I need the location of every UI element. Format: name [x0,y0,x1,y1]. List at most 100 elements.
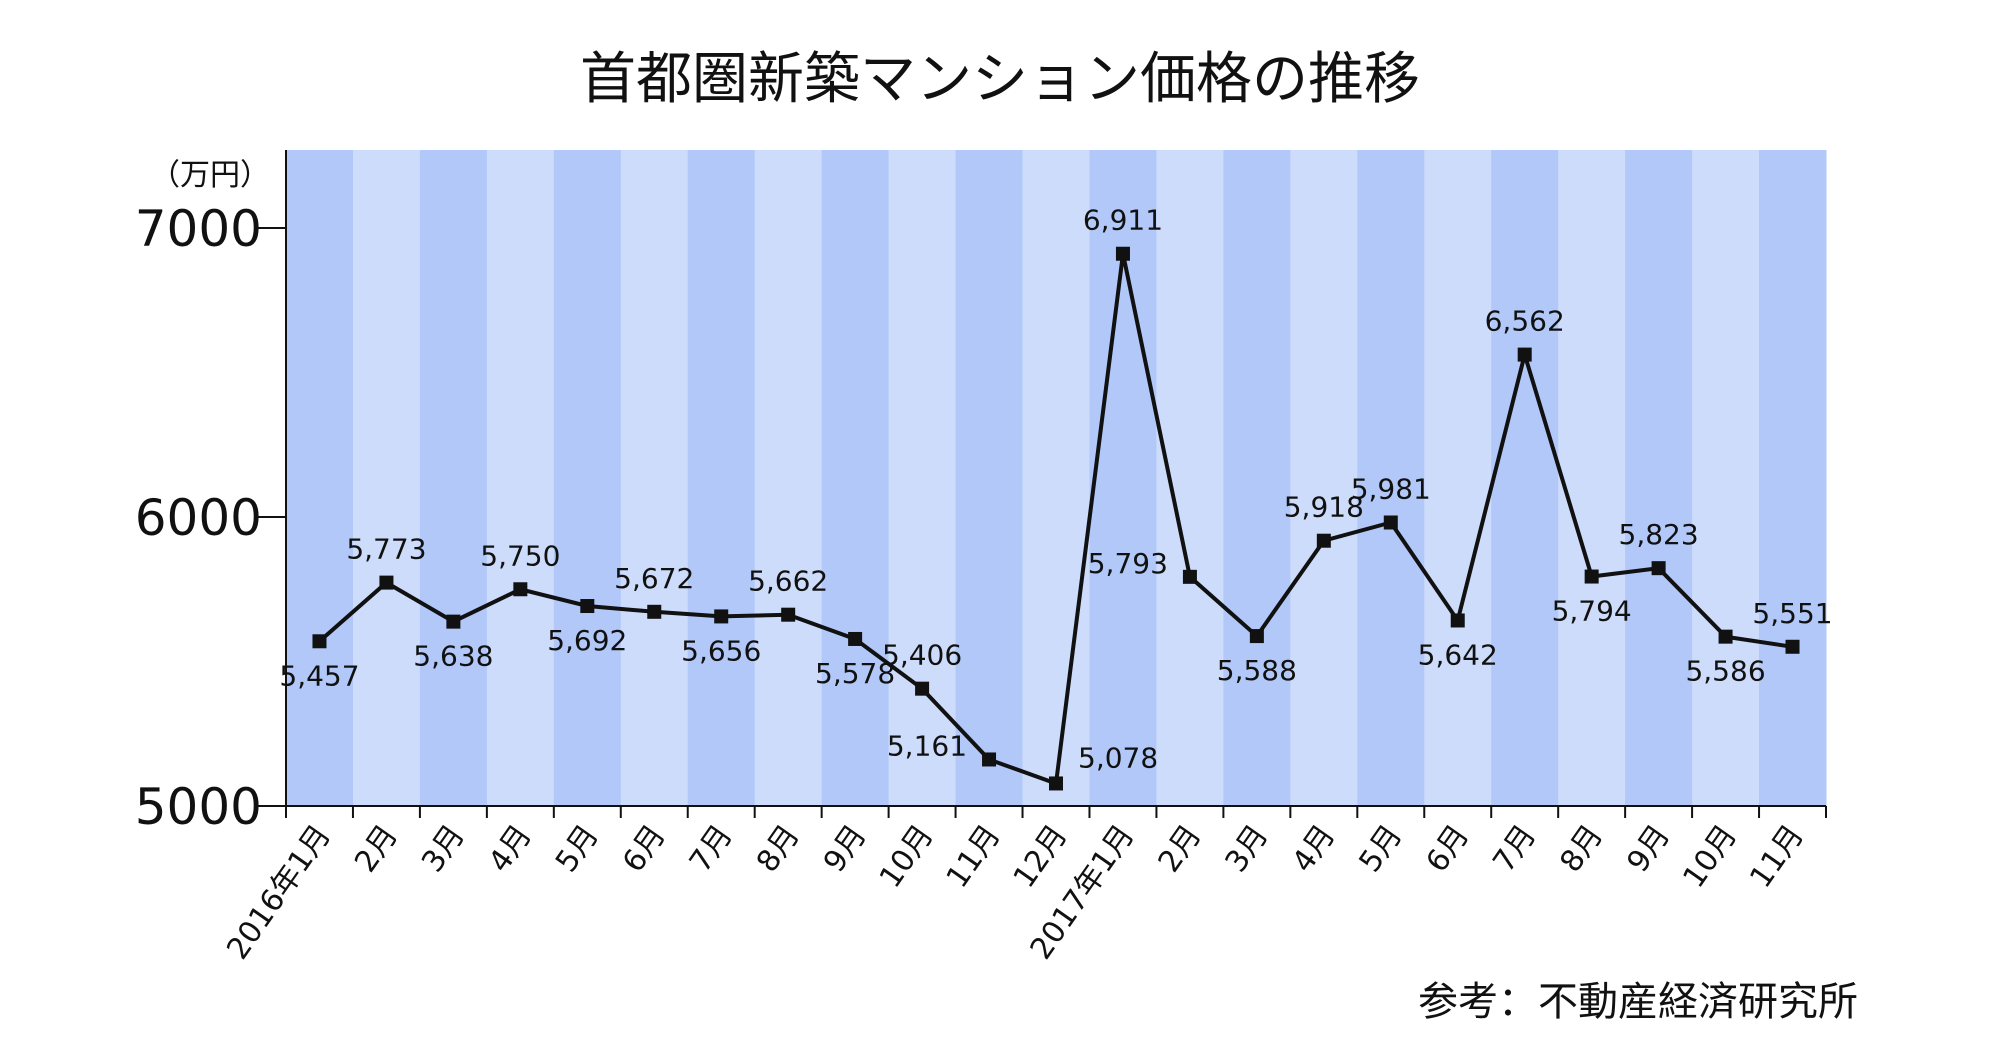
band-9 [888,150,957,806]
x-tick-label-20: 9月 [1620,819,1677,879]
data-point-12 [1115,246,1130,261]
data-label-15: 5,918 [1284,491,1364,524]
plot-background [286,150,1827,806]
x-tick-label-9: 10月 [873,819,941,895]
data-point-16 [1383,515,1398,530]
data-points [312,246,1800,791]
x-tick-label-6: 7月 [683,819,740,879]
data-point-17 [1450,613,1465,628]
x-tick-label-15: 4月 [1286,819,1343,879]
data-point-11 [1049,776,1063,791]
data-point-8 [848,631,863,646]
x-tick-label-16: 5月 [1353,819,1410,879]
band-6 [687,150,756,806]
data-point-3 [513,582,528,597]
band-16 [1357,150,1425,806]
data-label-20: 5,823 [1619,518,1699,551]
x-tick-label-11: 12月 [1007,819,1075,895]
data-point-13 [1182,569,1197,584]
band-20 [1625,150,1693,806]
data-label-11: 5,078 [1078,741,1158,774]
x-tick-label-7: 8月 [750,819,807,879]
band-15 [1290,150,1358,806]
band-8 [821,150,890,806]
data-label-22: 5,551 [1752,597,1832,630]
x-tick-label-0: 2016年1月 [220,819,338,966]
x-tick-label-19: 8月 [1553,819,1610,879]
data-point-9 [915,681,930,696]
data-label-16: 5,981 [1351,473,1431,506]
source-note: 参考：不動産経済研究所 [1418,979,1858,1025]
x-tick-label-13: 2月 [1152,819,1209,879]
data-label-8: 5,578 [815,657,895,690]
data-label-5: 5,672 [614,562,694,595]
x-tick-label-17: 6月 [1419,819,1476,879]
data-label-0: 5,457 [279,659,359,692]
chart-title: 首都圏新築マンション価格の推移 [580,47,1420,112]
data-point-4 [580,599,595,614]
data-label-3: 5,750 [480,539,560,572]
data-point-15 [1316,533,1331,548]
band-2 [419,150,488,806]
x-tick-label-10: 11月 [940,819,1008,895]
data-point-22 [1785,639,1800,654]
x-tick-label-3: 4月 [482,819,539,879]
data-point-14 [1249,629,1264,644]
y-tick-label-6000: 6000 [135,489,262,547]
band-17 [1424,150,1492,806]
data-point-18 [1517,347,1532,362]
y-axis-ticks: 5000 6000 7000 [135,200,286,836]
band-14 [1223,150,1291,806]
y-tick-label-5000: 5000 [135,778,262,836]
x-tick-label-2: 3月 [415,819,472,879]
x-tick-label-4: 5月 [549,819,606,879]
band-4 [553,150,622,806]
band-22 [1759,150,1827,806]
x-tick-label-18: 7月 [1486,819,1543,879]
band-0 [286,150,354,806]
data-labels: 5,457 5,773 5,638 5,750 5,692 5,672 5,656 5,662… [279,204,1832,775]
band-13 [1156,150,1224,806]
data-label-4: 5,692 [547,624,627,657]
data-label-21: 5,586 [1685,655,1765,688]
x-tick-label-22: 11月 [1743,819,1811,895]
data-label-13: 5,793 [1088,547,1168,580]
x-tick-label-21: 10月 [1676,819,1744,895]
y-tick-label-7000: 7000 [135,200,262,258]
data-point-6 [714,609,729,624]
data-label-19: 5,794 [1552,595,1632,628]
data-point-10 [982,752,997,767]
band-7 [754,150,823,806]
data-point-19 [1584,569,1599,584]
band-10 [955,150,1024,806]
data-point-1 [379,575,394,590]
x-tick-label-1: 2月 [348,819,405,879]
band-3 [486,150,555,806]
band-5 [620,150,689,806]
band-11 [1022,150,1090,806]
data-point-21 [1718,629,1733,644]
band-21 [1692,150,1760,806]
band-1 [352,150,421,806]
data-point-20 [1651,561,1666,576]
data-label-14: 5,588 [1217,654,1297,687]
data-point-7 [781,607,796,622]
data-label-2: 5,638 [413,640,493,673]
x-tick-label-14: 3月 [1219,819,1276,879]
data-point-0 [312,634,327,649]
axes [285,150,1826,807]
data-label-17: 5,642 [1418,638,1498,671]
data-label-12: 6,911 [1083,204,1163,237]
band-19 [1558,150,1626,806]
y-unit-label: （万円） [150,158,270,193]
x-tick-label-8: 9月 [817,819,874,879]
data-label-10: 5,161 [887,729,967,762]
data-point-5 [647,604,662,619]
data-label-6: 5,656 [681,634,761,667]
data-label-9: 5,406 [882,639,962,672]
x-tick-label-5: 6月 [616,819,673,879]
band-18 [1491,150,1559,806]
data-label-7: 5,662 [748,565,828,598]
